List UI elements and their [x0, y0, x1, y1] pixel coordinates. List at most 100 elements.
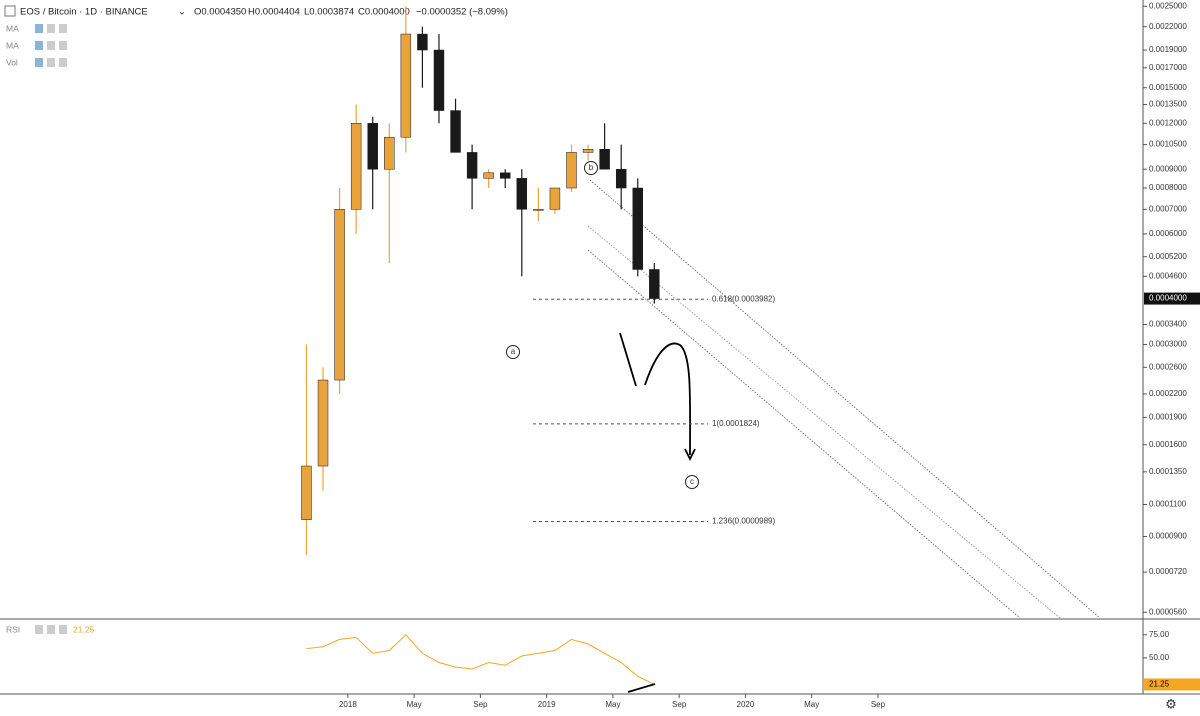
remove-icon[interactable] [59, 24, 67, 33]
x-tick-label: 2018 [339, 700, 357, 709]
x-tick-label: Sep [473, 700, 488, 709]
candle-body [317, 379, 329, 467]
candle-body [367, 123, 378, 170]
candle-body [516, 178, 528, 210]
candle-body [450, 110, 461, 153]
candle-body [649, 269, 660, 299]
indicator-icons [35, 24, 67, 67]
settings-icon[interactable] [47, 24, 55, 33]
eye-icon[interactable] [35, 24, 43, 33]
header-arrow[interactable]: ⌄ [178, 7, 186, 18]
y-tick-label: 0.0002200 [1149, 389, 1187, 398]
y-tick-label: 0.0007000 [1149, 204, 1187, 213]
wave-circle [685, 475, 699, 489]
candle-body [384, 136, 395, 170]
candle-body [500, 172, 511, 179]
wave-label: c [690, 477, 694, 486]
indicator-rows: MA MA Vol [6, 23, 67, 67]
settings-icon[interactable] [47, 625, 55, 634]
x-tick-label: Sep [672, 700, 687, 709]
projection-sketch [619, 332, 696, 462]
candle-body [632, 187, 643, 270]
y-tick-label: 0.0025000 [1149, 1, 1187, 10]
y-tick-label: 0.0012000 [1149, 118, 1187, 127]
ohlc-open: O0.0004350 [194, 7, 246, 18]
y-tick-label: 0.0003400 [1149, 320, 1187, 329]
y-tick-label: 0.0002600 [1149, 362, 1187, 371]
candle-body [400, 33, 412, 138]
ohlc-close: C0.0004000 [358, 7, 410, 18]
indicator-name[interactable]: MA [6, 23, 19, 33]
ohlc-high: H0.0004404 [248, 7, 300, 18]
x-tick-label: May [605, 700, 620, 709]
candle-body [433, 49, 445, 111]
y-tick-label: 0.0006000 [1149, 229, 1187, 238]
symbol: EOS / Bitcoin · 1D · BINANCE [20, 7, 148, 18]
wave-circle [584, 161, 598, 175]
candle-body [549, 187, 561, 210]
y-tick-label: 0.0004600 [1149, 271, 1187, 280]
rsi-last-tag [1144, 678, 1200, 691]
rsi-last-label: 21.25 [1149, 680, 1170, 689]
x-tick-label: 2019 [538, 700, 556, 709]
rsi-tick-label: 50.00 [1149, 653, 1170, 662]
candle-body [466, 152, 478, 179]
sketch-curve [644, 342, 692, 456]
wave-labels: a b c [506, 161, 699, 489]
rsi-tick-label: 75.00 [1149, 630, 1170, 639]
y-tick-label: 0.0008000 [1149, 183, 1187, 192]
remove-icon[interactable] [59, 58, 67, 67]
eye-icon[interactable] [35, 41, 43, 50]
x-tick-label: May [407, 700, 422, 709]
y-tick-label: 0.0009000 [1149, 164, 1187, 173]
y-tick-label: 0.0017000 [1149, 63, 1187, 72]
eye-icon[interactable] [35, 58, 43, 67]
remove-icon[interactable] [59, 41, 67, 50]
candle-body [615, 168, 627, 189]
x-tick-label: 2020 [737, 700, 755, 709]
fib-label: 1.236(0.0000989) [712, 517, 776, 526]
y-tick-label: 0.0010500 [1149, 140, 1187, 149]
indicator-name[interactable]: MA [6, 40, 19, 50]
y-tick-label: 0.0003000 [1149, 340, 1187, 349]
candle-body [599, 149, 610, 170]
eye-icon[interactable] [35, 625, 43, 634]
candle-body [301, 465, 312, 520]
y-tick-label: 0.0022000 [1149, 22, 1187, 31]
remove-icon[interactable] [59, 625, 67, 634]
channel-line [587, 225, 1061, 619]
rsi-value: 21.25 [73, 624, 95, 634]
wave-label: b [589, 163, 594, 172]
candle-body [417, 33, 428, 51]
settings-icon[interactable] [47, 58, 55, 67]
collapse-icon[interactable] [4, 5, 16, 17]
sketch-arrowhead [684, 448, 696, 462]
trend-channel [587, 179, 1101, 619]
indicator-name[interactable]: Vol [6, 57, 18, 67]
candle-body [350, 123, 362, 210]
wave-label: a [511, 347, 516, 356]
y-tick-label: 0.0001100 [1149, 500, 1187, 509]
y-tick-label: 0.0001350 [1149, 467, 1187, 476]
y-tick-label: 0.0019000 [1149, 45, 1187, 54]
rsi-sketch-line [627, 683, 656, 693]
last-price-tag [1144, 292, 1200, 305]
fib-label: 1(0.0001824) [712, 419, 760, 428]
settings-gear[interactable]: ⚙ [1165, 696, 1177, 711]
y-tick-label: 0.0001900 [1149, 412, 1187, 421]
y-tick-label: 0.0001600 [1149, 440, 1187, 449]
fib-label: 0.618(0.0003982) [712, 294, 776, 303]
ohlc-low: L0.0003874 [304, 7, 354, 18]
y-tick-label: 0.0015000 [1149, 83, 1187, 92]
candle-body [533, 209, 544, 211]
last-price-label: 0.0004000 [1149, 294, 1187, 303]
candle-body [582, 149, 594, 153]
x-tick-label: May [804, 700, 819, 709]
y-tick-label: 0.0000900 [1149, 532, 1187, 541]
candle-body [483, 172, 494, 179]
ohlc-change: −0.0000352 (−8.09%) [416, 7, 508, 18]
sketch-line [619, 332, 637, 387]
settings-icon[interactable] [47, 41, 55, 50]
y-tick-label: 0.0005200 [1149, 252, 1187, 261]
